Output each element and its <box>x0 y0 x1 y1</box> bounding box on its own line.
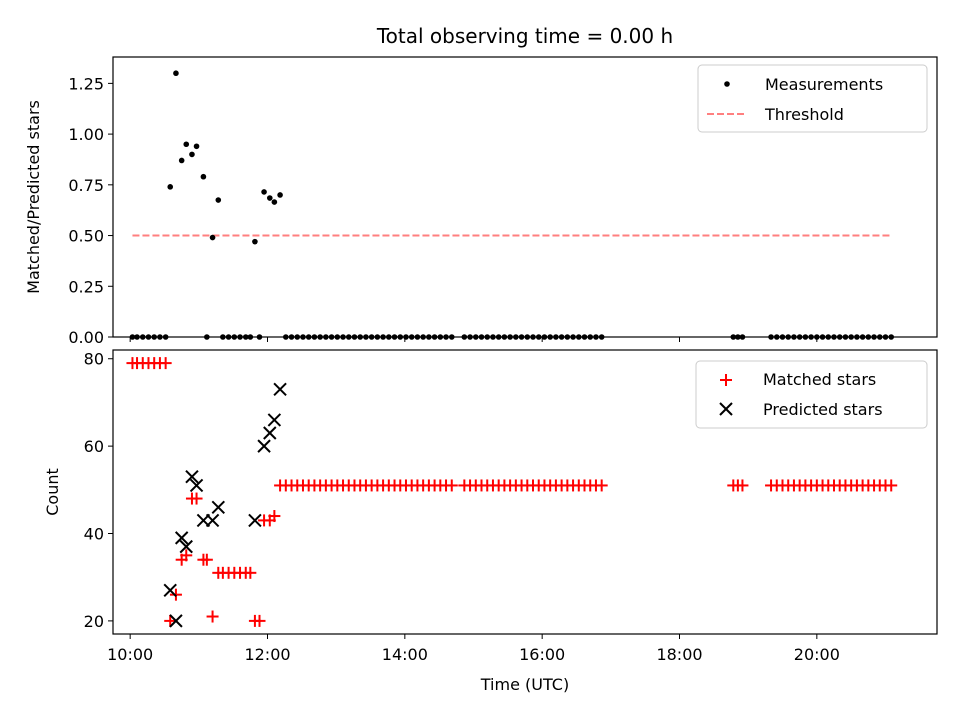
x-axis-title: Time (UTC) <box>480 675 569 694</box>
count-y-tick-label: 80 <box>84 350 104 369</box>
ratio-y-tick-label: 0.50 <box>68 227 104 246</box>
legend-measurements-label: Measurements <box>765 75 883 94</box>
legend-matched-marker <box>720 374 732 386</box>
matched-star-point <box>445 479 458 492</box>
predicted-star-point <box>174 531 189 545</box>
ratio-legend-box <box>697 64 928 133</box>
matched-star-point <box>253 614 266 627</box>
measurement-point <box>271 199 278 205</box>
measurement-point <box>215 197 222 203</box>
predicted-star-point <box>273 382 287 397</box>
ratio-y-tick-label: 0.25 <box>68 277 104 296</box>
ratio-y-axis-title: Matched/Predicted stars <box>24 100 43 294</box>
count-y-tick-label: 60 <box>84 437 104 456</box>
chart-title: Total observing time = 0.00 h <box>376 24 673 48</box>
predicted-star-point <box>267 413 282 427</box>
ratio-y-tick-label: 1.25 <box>68 74 104 93</box>
matched-star-point <box>190 492 203 505</box>
predicted-star-point <box>248 513 262 528</box>
x-tick-label: 10:00 <box>107 645 153 664</box>
measurement-point <box>183 141 190 148</box>
measurement-point <box>266 195 273 201</box>
count-y-axis: 20 40 60 80 <box>84 350 113 631</box>
ratio-y-tick-label: 0.00 <box>68 328 104 347</box>
measurement-point <box>189 151 195 158</box>
x-tick-label: 20:00 <box>794 645 840 664</box>
x-tick-label: 12:00 <box>244 645 290 664</box>
measurement-point <box>173 70 179 77</box>
ratio-y-axis: 0.00 0.25 0.50 0.75 1.00 1.25 <box>68 74 113 347</box>
measurement-point <box>209 234 216 241</box>
ratio-y-tick-label: 0.75 <box>68 176 104 195</box>
matched-star-point <box>200 553 213 566</box>
ratio-x-ticks <box>129 337 818 342</box>
predicted-star-point <box>179 539 193 554</box>
legend-predicted-label: Predicted stars <box>763 400 883 419</box>
legend-matched-label: Matched stars <box>763 370 876 389</box>
matched-star-point <box>885 479 898 492</box>
ratio-panel: 0.00 0.25 0.50 0.75 1.00 1.25 Matched/Predict… <box>24 56 938 347</box>
predicted-star-point <box>211 500 225 514</box>
measurement-point <box>167 184 174 190</box>
ratio-panel-frame <box>112 56 938 338</box>
measurement-point <box>261 189 267 195</box>
predicted-star-point <box>189 478 204 493</box>
matched-star-point <box>268 510 281 523</box>
x-tick-label: 18:00 <box>656 645 702 664</box>
count-legend-box <box>695 360 928 429</box>
matched-star-point <box>159 357 172 370</box>
measurement-point <box>178 157 185 164</box>
predicted-star-point <box>185 470 199 484</box>
measurement-point <box>252 238 258 245</box>
count-y-tick-label: 20 <box>84 612 104 631</box>
matched-star-point <box>206 610 219 623</box>
count-y-axis-title: Count <box>43 468 62 516</box>
measurement-point <box>200 173 207 180</box>
x-tick-label: 16:00 <box>519 645 565 664</box>
ratio-legend: Measurements Threshold <box>697 64 928 133</box>
matched-star-point <box>736 479 749 492</box>
count-legend: Matched stars Predicted stars <box>695 360 928 429</box>
predicted-star-point <box>205 513 220 528</box>
matched-star-point <box>595 479 608 492</box>
matched-star-point <box>180 549 193 562</box>
predicted-star-point <box>257 439 271 453</box>
ratio-y-tick-label: 1.00 <box>68 125 104 144</box>
x-tick-label: 14:00 <box>382 645 428 664</box>
legend-measurements-marker <box>724 81 730 87</box>
matched-star-point <box>164 614 177 627</box>
measurement-point <box>193 143 200 150</box>
count-marks <box>126 357 898 628</box>
predicted-star-point <box>163 583 177 598</box>
measurement-point <box>277 192 283 198</box>
predicted-star-point <box>263 426 277 440</box>
legend-threshold-label: Threshold <box>764 105 844 124</box>
predicted-star-point <box>169 614 183 628</box>
legend-predicted-marker <box>719 402 733 416</box>
count-x-axis: 10:00 12:00 14:00 16:00 18:00 20:00 <box>107 634 840 664</box>
matched-star-point <box>244 566 257 579</box>
count-panel-frame <box>112 349 938 635</box>
count-y-tick-label: 40 <box>84 525 104 544</box>
